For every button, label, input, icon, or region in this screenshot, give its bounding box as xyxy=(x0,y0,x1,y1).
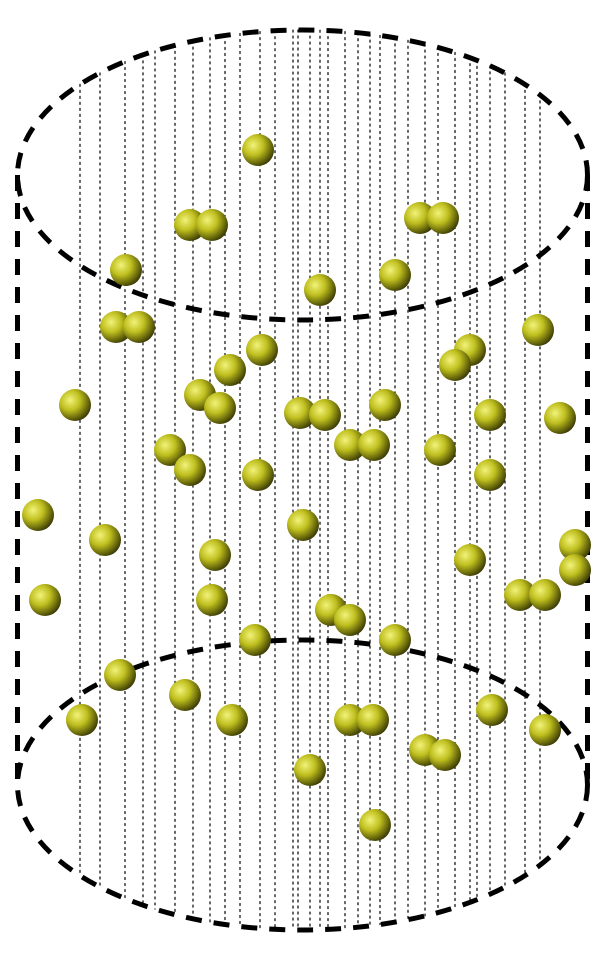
particle-sphere xyxy=(242,459,274,491)
particle-sphere xyxy=(427,202,459,234)
particle-sphere xyxy=(379,259,411,291)
particle-sphere xyxy=(294,754,326,786)
particle-sphere xyxy=(424,434,456,466)
particle-spheres xyxy=(22,134,591,841)
particle-sphere xyxy=(304,274,336,306)
particle-sphere xyxy=(379,624,411,656)
particle-sphere xyxy=(104,659,136,691)
particle-sphere xyxy=(66,704,98,736)
particle-sphere xyxy=(22,499,54,531)
particle-sphere xyxy=(196,584,228,616)
particle-sphere xyxy=(246,334,278,366)
particle-sphere xyxy=(474,459,506,491)
particle-sphere xyxy=(59,389,91,421)
particle-sphere xyxy=(199,539,231,571)
particle-sphere xyxy=(429,739,461,771)
particle-sphere xyxy=(358,429,390,461)
particle-sphere xyxy=(529,579,561,611)
particle-sphere xyxy=(196,209,228,241)
particle-sphere xyxy=(544,402,576,434)
cylinder-top-ellipse xyxy=(18,30,588,320)
particle-sphere xyxy=(29,584,61,616)
particle-sphere xyxy=(123,311,155,343)
particle-sphere xyxy=(334,604,366,636)
particle-sphere xyxy=(239,624,271,656)
particle-sphere xyxy=(309,399,341,431)
particle-sphere xyxy=(369,389,401,421)
particle-sphere xyxy=(174,454,206,486)
particle-sphere xyxy=(359,809,391,841)
cylinder-bottom-ellipse xyxy=(18,640,588,930)
cylinder-diagram xyxy=(0,0,605,960)
particle-sphere xyxy=(242,134,274,166)
vertical-dotted-lines xyxy=(80,30,540,930)
particle-sphere xyxy=(476,694,508,726)
particle-sphere xyxy=(439,349,471,381)
particle-sphere xyxy=(204,392,236,424)
particle-sphere xyxy=(287,509,319,541)
particle-sphere xyxy=(454,544,486,576)
particle-sphere xyxy=(474,399,506,431)
particle-sphere xyxy=(169,679,201,711)
particle-sphere xyxy=(522,314,554,346)
particle-sphere xyxy=(216,704,248,736)
particle-sphere xyxy=(214,354,246,386)
particle-sphere xyxy=(110,254,142,286)
particle-sphere xyxy=(89,524,121,556)
particle-sphere xyxy=(559,554,591,586)
particle-sphere xyxy=(529,714,561,746)
particle-sphere xyxy=(357,704,389,736)
